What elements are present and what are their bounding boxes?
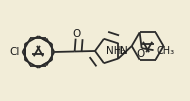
Text: N: N [120,46,128,56]
Text: O: O [137,49,145,59]
Text: O: O [73,29,81,39]
Text: Cl: Cl [9,47,20,57]
Text: CH₃: CH₃ [157,46,175,56]
Text: NH₂: NH₂ [106,46,126,56]
